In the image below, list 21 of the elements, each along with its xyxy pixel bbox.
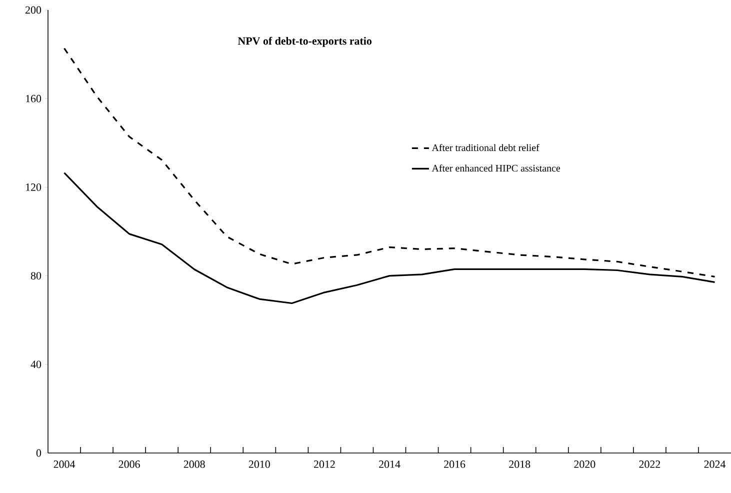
legend-label: After enhanced HIPC assistance [432,164,560,172]
y-tick-label: 40 [30,360,42,368]
y-tick-label: 200 [26,6,42,14]
line-series [63,48,716,278]
x-tick-label: 2006 [118,460,140,468]
y-tick-label: 80 [30,272,42,280]
x-tick-label: 2008 [184,460,205,468]
y-tick-label: 160 [26,94,42,102]
x-tick-label: 2004 [54,460,76,468]
x-tick-label: 2020 [574,460,596,468]
x-tick-label: 2022 [639,460,660,468]
x-tick-label: 2014 [379,460,400,468]
x-tick-label: 2018 [509,460,530,468]
y-tick-label: 120 [26,184,42,191]
y-tick-label: 0 [36,449,42,457]
x-tick-label: 2012 [314,460,335,468]
x-tick-label: 2010 [248,460,270,468]
legend-label: After traditional debt relief [432,144,540,152]
text: NPV of debt-to-exports ratio [238,36,372,47]
x-tick-label: 2016 [444,460,466,468]
x-tick-label: 2024 [704,460,726,468]
